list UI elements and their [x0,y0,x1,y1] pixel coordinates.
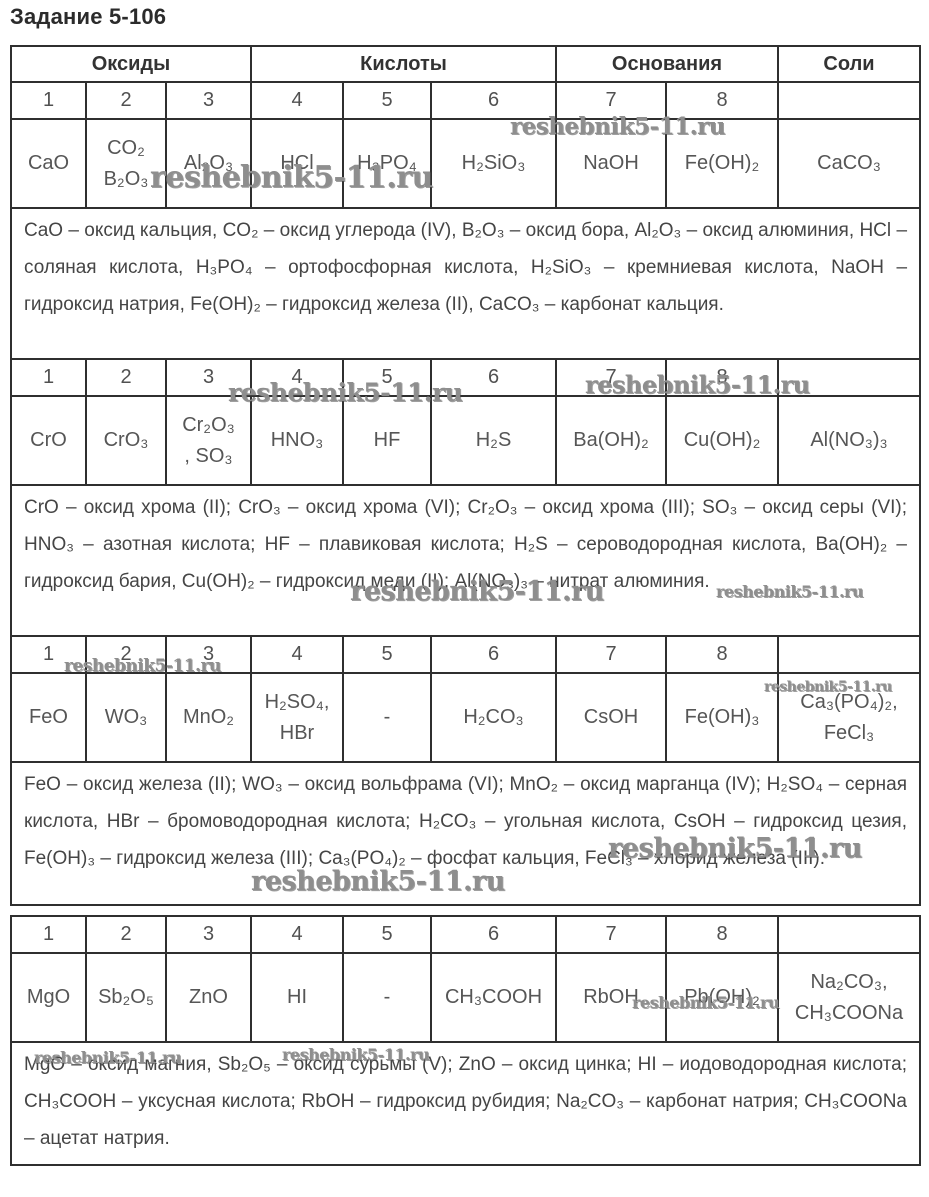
formula-cell: ZnO [165,952,252,1043]
formula-cell: Na₂CO₃, CH₃COONa [777,952,921,1043]
formula-cell: Cr₂O₃ , SO₃ [165,395,252,486]
column-number: 6 [429,635,558,674]
column-number: 4 [250,81,344,120]
explanation-text: MgO – оксид магния, Sb₂O₅ – оксид сурьмы… [10,1041,921,1166]
formula-cell: H₂CO₃ [429,672,558,763]
formula-cell: CrO₃ [85,395,167,486]
formula-cell: CrO [10,395,87,486]
column-number-row: 1 2 3 4 5 6 7 8 [10,915,921,954]
column-number: 8 [665,81,780,120]
column-number: 1 [10,81,87,120]
column-number: 6 [429,358,558,397]
formula-cell: Sb₂O₅ [85,952,167,1043]
explanation-text: FeO – оксид железа (II); WO₃ – оксид вол… [9,761,922,906]
column-number: 5 [342,915,432,954]
explanation-row: CaO – оксид кальция, CO₂ – оксид углерод… [9,207,922,360]
formula-cell: MnO₂ [165,672,252,763]
column-number: 2 [85,358,167,397]
formula-cell: Al(NO₃)₃ [777,395,922,486]
header-salts: Соли [777,45,922,83]
column-number: 8 [665,915,779,954]
formula-cell: Fe(OH)₂ [665,118,780,209]
formula-row: FeO WO₃ MnO₂ H₂SO₄, HBr - H₂CO₃ CsOH Fe(… [10,672,922,763]
formula-cell: H₂SiO₃ [429,118,558,209]
formula-cell: Cu(OH)₂ [665,395,780,486]
column-number: 2 [85,81,167,120]
explanation-row: FeO – оксид железа (II); WO₃ – оксид вол… [9,761,922,906]
explanation-text: CrO – оксид хрома (II); CrO₃ – оксид хро… [9,484,922,637]
formula-cell: MgO [10,952,87,1043]
column-number: 4 [250,358,344,397]
column-number [777,635,922,674]
formula-cell: CaO [10,118,87,209]
column-number: 6 [430,915,557,954]
header-acids: Кислоты [249,45,558,83]
column-number-row: 1 2 3 4 5 6 7 8 [10,358,922,397]
column-number: 7 [555,635,668,674]
formula-cell: HCl [250,118,344,209]
formula-cell: WO₃ [85,672,167,763]
column-number: 8 [665,358,780,397]
column-number: 8 [665,635,780,674]
column-number: 5 [342,358,432,397]
column-number: 3 [165,358,252,397]
explanation-row: CrO – оксид хрома (II); CrO₃ – оксид хро… [9,484,922,637]
page-title: Задание 5-106 [10,4,167,29]
column-number: 1 [10,358,87,397]
formula-row: CaO CO₂ B₂O₃ Al₂O₃ HCl H₃PO₄ H₂SiO₃ NaOH… [10,118,922,209]
column-number: 2 [85,635,167,674]
formula-cell: Ca₃(PO₄)₂, FeCl₃ [777,672,922,763]
column-number: 4 [250,635,344,674]
column-number: 3 [165,81,252,120]
column-number: 1 [10,915,87,954]
formula-cell: H₂S [429,395,558,486]
explanation-text: CaO – оксид кальция, CO₂ – оксид углерод… [9,207,922,360]
formula-cell: FeO [10,672,87,763]
column-number: 3 [165,635,252,674]
column-number: 4 [250,915,344,954]
header-oxides: Оксиды [10,45,252,83]
formula-cell: HNO₃ [250,395,344,486]
column-number: 3 [165,915,252,954]
column-number [777,358,922,397]
column-number: 7 [555,915,667,954]
column-number [777,81,922,120]
classification-table-main: Оксиды Кислоты Основания Соли 1 2 3 4 5 … [9,45,922,906]
column-number: 6 [429,81,558,120]
formula-cell: - [342,952,432,1043]
formula-cell: Ba(OH)₂ [555,395,668,486]
formula-cell: Fe(OH)₃ [665,672,780,763]
column-number: 5 [342,635,432,674]
formula-row: MgO Sb₂O₅ ZnO HI - CH₃COOH RbOH Pb(OH)₂ … [10,952,921,1043]
formula-cell: CsOH [555,672,668,763]
formula-cell: Al₂O₃ [165,118,252,209]
column-number: 7 [555,81,668,120]
formula-cell: NaOH [555,118,668,209]
header-bases: Основания [555,45,780,83]
column-number-row: 1 2 3 4 5 6 7 8 [10,81,922,120]
column-number: 5 [342,81,432,120]
formula-cell: H₂SO₄, HBr [250,672,344,763]
formula-cell: CaCO₃ [777,118,922,209]
column-number: 7 [555,358,668,397]
formula-cell: - [342,672,432,763]
formula-cell: CO₂ B₂O₃ [85,118,167,209]
formula-cell: HI [250,952,344,1043]
formula-cell: H₃PO₄ [342,118,432,209]
column-number-row: 1 2 3 4 5 6 7 8 [10,635,922,674]
formula-row: CrO CrO₃ Cr₂O₃ , SO₃ HNO₃ HF H₂S Ba(OH)₂… [10,395,922,486]
classification-table-bottom: 1 2 3 4 5 6 7 8 MgO Sb₂O₅ ZnO HI - CH₃CO… [10,915,921,1166]
explanation-row: MgO – оксид магния, Sb₂O₅ – оксид сурьмы… [10,1041,921,1166]
formula-cell: HF [342,395,432,486]
column-number: 2 [85,915,167,954]
column-number: 1 [10,635,87,674]
column-number [777,915,921,954]
formula-cell: RbOH [555,952,667,1043]
formula-cell: CH₃COOH [430,952,557,1043]
formula-cell: Pb(OH)₂ [665,952,779,1043]
category-header-row: Оксиды Кислоты Основания Соли [10,45,922,83]
